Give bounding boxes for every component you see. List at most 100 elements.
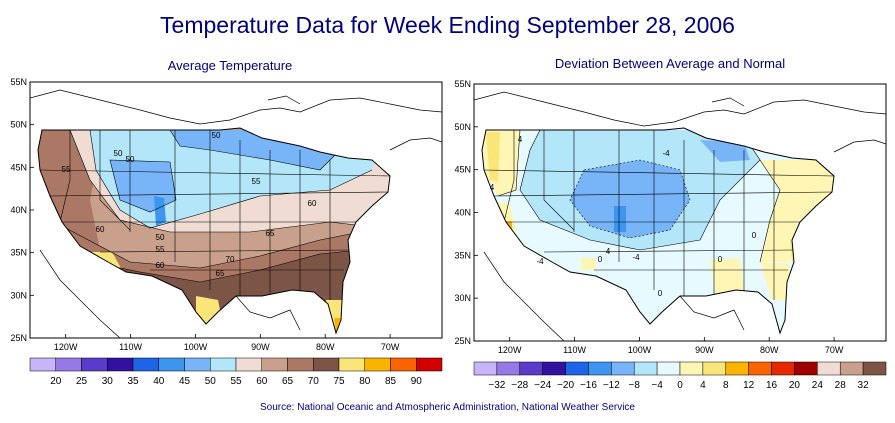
lon-label: 110W — [119, 342, 142, 352]
legend-swatch — [132, 357, 159, 372]
contour-label: 50 — [156, 233, 165, 242]
right-lat-ticks: 55N 50N 45N 40N 35N 30N 25N — [454, 79, 478, 346]
legend-value: −4 — [651, 380, 663, 391]
legend-value: 70 — [308, 376, 320, 387]
left-legend: 20 25 30 35 40 45 50 55 60 65 70 75 80 85 90 — [29, 357, 443, 387]
legend-value: 20 — [50, 376, 62, 387]
legend-value: −20 — [557, 380, 574, 391]
contour-label: 4 — [606, 247, 611, 256]
lat-label: 35N — [10, 248, 27, 258]
left-us-outline — [37, 127, 391, 335]
legend-swatch — [519, 361, 543, 376]
lon-label: 90W — [251, 342, 270, 352]
legend-value: 20 — [789, 380, 801, 391]
legend-swatch — [107, 357, 134, 372]
lon-label: 80W — [316, 342, 335, 352]
legend-swatch — [862, 361, 887, 376]
legend-value: −24 — [534, 380, 551, 391]
contour-label: 4 — [490, 183, 495, 192]
legend-value: −16 — [580, 380, 597, 391]
left-coastlines — [30, 89, 442, 338]
contour-label: 60 — [308, 199, 317, 208]
right-coastlines — [474, 91, 886, 341]
right-lon-ticks: 120W 110W 100W 90W 80W 70W — [498, 337, 844, 355]
lat-label: 30N — [10, 290, 27, 300]
legend-value: 60 — [256, 376, 268, 387]
legend-value: 50 — [205, 376, 217, 387]
legend-value: 55 — [230, 376, 242, 387]
contour-label: 0 — [658, 289, 663, 298]
legend-swatch — [210, 357, 237, 372]
legend-swatch — [81, 357, 108, 372]
lat-label: 45N — [10, 162, 27, 172]
legend-swatch — [748, 361, 772, 376]
legend-swatch — [679, 361, 704, 376]
contour-label: 50 — [126, 155, 135, 164]
legend-value: 85 — [385, 376, 397, 387]
legend-value: 0 — [677, 380, 683, 391]
legend-value: 25 — [76, 376, 88, 387]
lat-label: 25N — [10, 333, 27, 343]
legend-value: 75 — [333, 376, 345, 387]
lon-label: 70W — [381, 342, 400, 352]
legend-value: 30 — [102, 376, 114, 387]
left-temperature-fill — [38, 128, 390, 333]
contour-label: 60 — [96, 225, 105, 234]
legend-value: 45 — [179, 376, 191, 387]
legend-value: 12 — [743, 380, 755, 391]
left-map-subtitle: Average Temperature — [167, 58, 293, 73]
legend-swatch — [542, 361, 566, 376]
legend-swatch — [235, 357, 262, 372]
contour-label: 50 — [114, 149, 123, 158]
legend-swatch — [496, 361, 521, 376]
contour-label: 0 — [718, 255, 723, 264]
lat-label: 55N — [10, 77, 27, 87]
contour-label: 0 — [598, 255, 603, 264]
contour-label: 55 — [252, 177, 261, 186]
lon-label: 90W — [695, 345, 714, 355]
legend-swatch — [817, 361, 841, 376]
legend-swatch — [633, 361, 658, 376]
lat-label: 50N — [454, 122, 471, 132]
contour-label: 70 — [226, 255, 235, 264]
legend-value: 40 — [153, 376, 165, 387]
legend-swatch — [416, 357, 443, 372]
lat-label: 30N — [454, 293, 471, 303]
lat-label: 50N — [10, 120, 27, 130]
legend-swatch — [390, 357, 417, 372]
contour-label: -4 — [662, 149, 670, 158]
legend-value: 35 — [127, 376, 139, 387]
legend-value: −8 — [629, 380, 641, 391]
lat-label: 55N — [454, 79, 471, 89]
legend-swatch — [794, 361, 818, 376]
left-lon-ticks: 120W 110W 100W 90W 80W 70W — [54, 334, 400, 352]
legend-swatch — [287, 357, 314, 372]
right-deviation-fill — [482, 128, 834, 333]
left-lat-ticks: 55N 50N 45N 40N 35N 30N 25N — [10, 77, 34, 343]
lat-label: 40N — [10, 205, 27, 215]
lat-label: 25N — [454, 336, 471, 346]
contour-label: -4 — [632, 253, 640, 262]
legend-swatch — [588, 361, 612, 376]
lon-label: 80W — [760, 345, 779, 355]
legend-value: 4 — [700, 380, 706, 391]
left-map: 55N 50N 45N 40N 35N 30N 25N 120W 110W 100W 90W 80W… — [10, 77, 443, 352]
right-map: 55N 50N 45N 40N 35N 30N 25N 120W 110W 100W 90W 80W… — [454, 79, 887, 355]
legend-value: 24 — [812, 380, 824, 391]
legend-value: −32 — [488, 380, 505, 391]
legend-value: −28 — [511, 380, 528, 391]
legend-swatch — [55, 357, 82, 372]
legend-value: 65 — [282, 376, 294, 387]
legend-value: 8 — [723, 380, 729, 391]
legend-swatch — [261, 357, 288, 372]
legend-swatch — [338, 357, 365, 372]
right-legend: −32 −28 −24 −20 −16 −12 −8 −4 0 4 8 12 16 20 24 28 32 — [473, 361, 887, 391]
page-title: Temperature Data for Week Ending Septemb… — [160, 12, 735, 38]
legend-value: 80 — [359, 376, 371, 387]
legend-swatch — [771, 361, 795, 376]
legend-swatch — [565, 361, 589, 376]
lon-label: 70W — [825, 345, 844, 355]
